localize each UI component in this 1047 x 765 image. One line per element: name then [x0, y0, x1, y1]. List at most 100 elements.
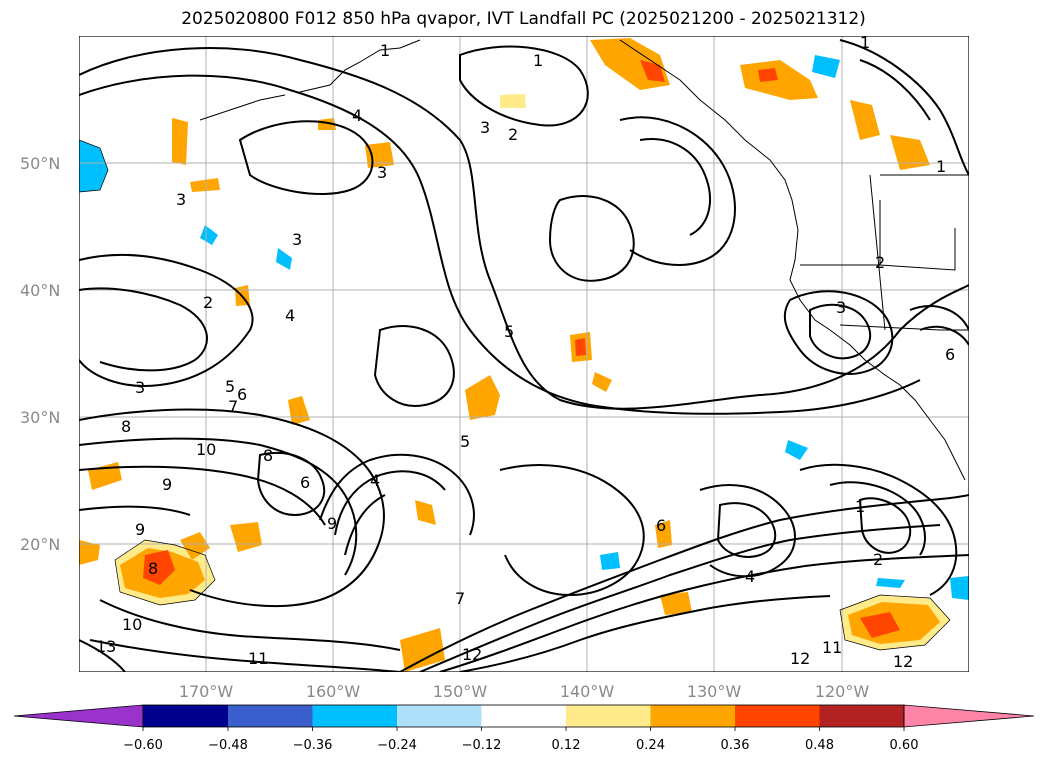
contour-label: 3 — [377, 163, 387, 182]
map-title: 2025020800 F012 850 hPa qvapor, IVT Land… — [181, 9, 866, 29]
contour-label: 13 — [96, 637, 116, 656]
lon-label-150w: 150°W — [433, 682, 488, 701]
lon-label-130w: 130°W — [687, 682, 742, 701]
contour-label: 3 — [480, 118, 490, 137]
contour-label: 4 — [352, 106, 362, 125]
contour-label: 1 — [533, 51, 543, 70]
colorbar-extend-high — [903, 704, 1035, 728]
shade-neg — [950, 576, 969, 600]
lon-label-120w: 120°W — [815, 682, 870, 701]
colorbar-tick-label: −0.24 — [377, 738, 417, 753]
colorbar-tick-label: 0.48 — [805, 738, 834, 753]
contour-label: 11 — [822, 638, 842, 657]
shade-pos — [79, 540, 100, 565]
colorbar-tick-label: 0.12 — [552, 738, 581, 753]
contour-label: 1 — [380, 41, 390, 60]
contour-label: 6 — [237, 385, 247, 404]
contour-label: 9 — [135, 520, 145, 539]
contour-label: 9 — [327, 514, 337, 533]
contour-label: 10 — [122, 615, 142, 634]
contour-label: 6 — [300, 473, 310, 492]
contour-label: 1 — [855, 497, 865, 516]
contour-label: 5 — [460, 432, 470, 451]
shade-pos — [758, 68, 778, 82]
contour-label: 5 — [225, 377, 235, 396]
contour-label: 8 — [263, 446, 273, 465]
contour-label: 8 — [148, 559, 158, 578]
colorbar: −0.60 −0.48 −0.36 −0.24 −0.12 0.12 0.24 … — [13, 704, 1035, 753]
shade-pos — [172, 118, 188, 165]
contour-label-group: 1 1 1 1 1 2 2 2 2 3 3 3 3 3 3 4 4 4 4 5 … — [96, 33, 955, 671]
lat-label-40n: 40°N — [20, 281, 60, 300]
contour-label: 2 — [508, 125, 518, 144]
contour-label: 6 — [656, 516, 666, 535]
contour-label: 12 — [893, 652, 913, 671]
gridlines — [79, 36, 969, 672]
colorbar-segment — [143, 705, 228, 727]
colorbar-segment — [397, 705, 482, 727]
colorbar-segment — [566, 705, 651, 727]
contour-label: 3 — [135, 378, 145, 397]
contour-label: 7 — [228, 397, 238, 416]
map-area: 1 1 1 1 1 2 2 2 2 3 3 3 3 3 3 4 4 4 4 5 … — [79, 33, 969, 672]
colorbar-tick-label: 0.36 — [721, 738, 750, 753]
colorbar-segment — [819, 705, 904, 727]
colorbar-frame — [142, 704, 905, 728]
contour-label: 4 — [745, 567, 755, 586]
contour-label: 12 — [790, 649, 810, 668]
shade-neg — [276, 248, 292, 270]
shade-pos — [318, 118, 336, 130]
colorbar-tick-label: 0.60 — [890, 738, 919, 753]
shade-pos — [890, 135, 930, 170]
contour-label: 4 — [285, 306, 295, 325]
contour-label: 6 — [945, 345, 955, 364]
contour-label: 2 — [873, 550, 883, 569]
contour-label: 12 — [462, 645, 482, 664]
contour-label: 3 — [836, 298, 846, 317]
shade-pos — [400, 628, 445, 672]
contour-label: 1 — [860, 33, 870, 52]
contour-label: 11 — [248, 649, 268, 668]
colorbar-tick-label: −0.48 — [208, 738, 248, 753]
lat-label-20n: 20°N — [20, 535, 60, 554]
contour-label: 2 — [203, 293, 213, 312]
contour-label: 4 — [370, 471, 380, 490]
shade-pos — [655, 520, 672, 548]
contour-label: 10 — [196, 440, 216, 459]
colorbar-segment — [312, 705, 397, 727]
contour-label: 5 — [504, 322, 514, 341]
colorbar-tick-label: −0.36 — [293, 738, 333, 753]
contour-label: 7 — [455, 589, 465, 608]
contour-label: 3 — [176, 190, 186, 209]
lon-label-140w: 140°W — [560, 682, 615, 701]
colorbar-ticks — [142, 727, 905, 731]
colorbar-segment — [481, 705, 566, 727]
shade-pos — [860, 612, 900, 638]
shade-pos — [190, 178, 220, 192]
colorbar-tick-label: 0.24 — [636, 738, 665, 753]
colorbar-segment — [735, 705, 820, 727]
lat-label-30n: 30°N — [20, 408, 60, 427]
shade-pos — [660, 592, 692, 615]
shade-neg — [600, 552, 620, 570]
shade-pos — [288, 396, 310, 425]
contour-label: 1 — [936, 157, 946, 176]
coastlines — [199, 39, 969, 481]
shade-pos — [500, 94, 526, 108]
shade-pos — [465, 375, 500, 420]
contour-lines — [79, 39, 969, 672]
colorbar-segment — [650, 705, 735, 727]
shade-neg — [876, 578, 905, 588]
shade-neg — [785, 440, 808, 460]
shade-pos — [143, 550, 175, 585]
shade-pos — [592, 372, 612, 392]
lat-label-50n: 50°N — [20, 154, 60, 173]
shade-pos — [180, 532, 210, 560]
lon-label-170w: 170°W — [179, 682, 234, 701]
colorbar-tick-label: −0.12 — [462, 738, 502, 753]
map-background — [79, 36, 969, 672]
contour-label: 3 — [292, 230, 302, 249]
colorbar-extend-low — [13, 704, 144, 728]
shade-neg — [812, 55, 840, 78]
contour-label: 8 — [121, 417, 131, 436]
